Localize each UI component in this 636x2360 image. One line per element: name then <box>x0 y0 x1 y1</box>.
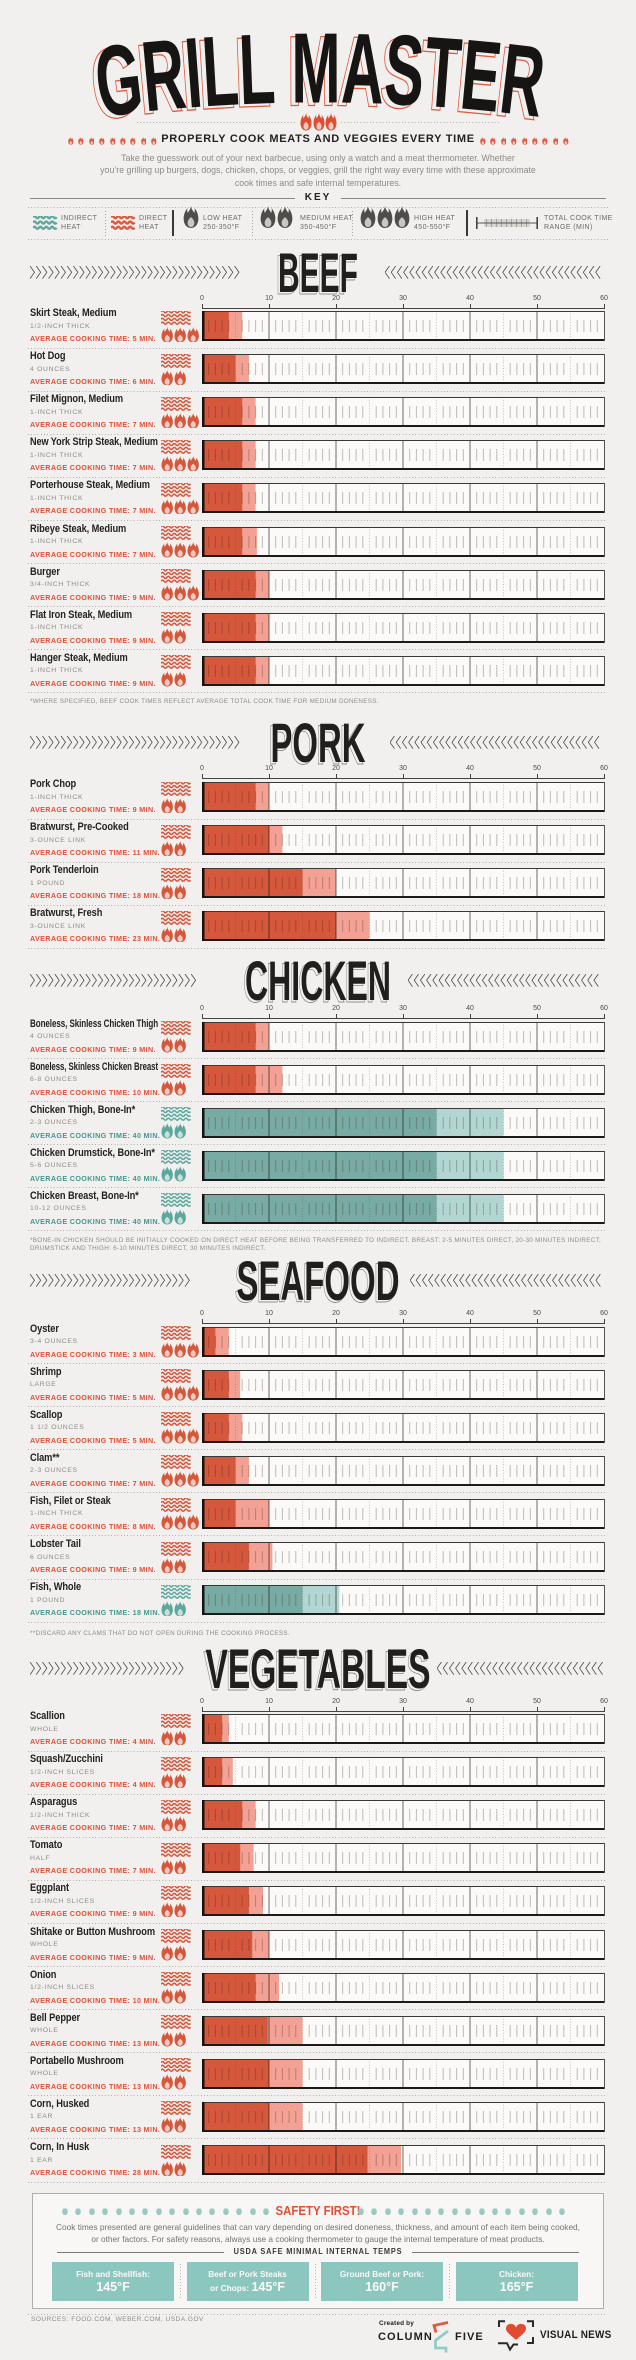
svg-text:BEEF: BEEF <box>276 243 356 306</box>
svg-text:BEEF: BEEF <box>278 241 358 304</box>
svg-text:CHICKEN: CHICKEN <box>245 949 391 1012</box>
svg-text:PORK: PORK <box>271 711 366 774</box>
svg-text:PORK: PORK <box>269 713 364 776</box>
svg-text:VEGETABLES: VEGETABLES <box>206 1637 431 1700</box>
svg-text:VEGETABLES: VEGETABLES <box>204 1639 429 1702</box>
svg-text:CHICKEN: CHICKEN <box>243 951 389 1014</box>
svg-text:SEAFOOD: SEAFOOD <box>237 1249 400 1312</box>
svg-text:SEAFOOD: SEAFOOD <box>235 1251 398 1314</box>
